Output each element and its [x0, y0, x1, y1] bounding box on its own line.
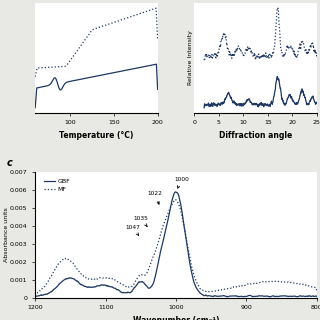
GBF — [33, 295, 37, 299]
Text: 1035: 1035 — [134, 216, 148, 227]
MF — [276, 279, 280, 283]
GBF — [225, 295, 229, 299]
GBF — [213, 294, 217, 298]
MF — [51, 272, 54, 276]
Y-axis label: Relative Intensity: Relative Intensity — [188, 30, 193, 85]
GBF — [174, 190, 178, 194]
Legend: GBF, MF: GBF, MF — [41, 176, 73, 195]
GBF — [276, 294, 280, 298]
GBF — [315, 295, 319, 299]
GBF — [197, 290, 201, 294]
MF — [247, 282, 251, 286]
MF — [197, 285, 201, 289]
MF — [204, 290, 208, 294]
GBF — [248, 293, 252, 297]
Text: 1022: 1022 — [147, 191, 162, 204]
Text: 1000: 1000 — [175, 177, 189, 188]
X-axis label: Wavenumber (cm⁻¹): Wavenumber (cm⁻¹) — [133, 316, 219, 320]
GBF — [204, 293, 208, 297]
Y-axis label: Absorbance units: Absorbance units — [4, 207, 9, 262]
Text: c: c — [7, 158, 13, 168]
X-axis label: Temperature (°C): Temperature (°C) — [59, 131, 134, 140]
Line: GBF: GBF — [35, 192, 317, 297]
X-axis label: Diffraction angle: Diffraction angle — [219, 131, 292, 140]
MF — [173, 197, 177, 201]
Line: MF: MF — [35, 199, 317, 296]
MF — [33, 294, 37, 298]
Text: 1047: 1047 — [125, 225, 140, 236]
MF — [213, 289, 217, 293]
GBF — [51, 289, 54, 293]
MF — [315, 289, 319, 293]
